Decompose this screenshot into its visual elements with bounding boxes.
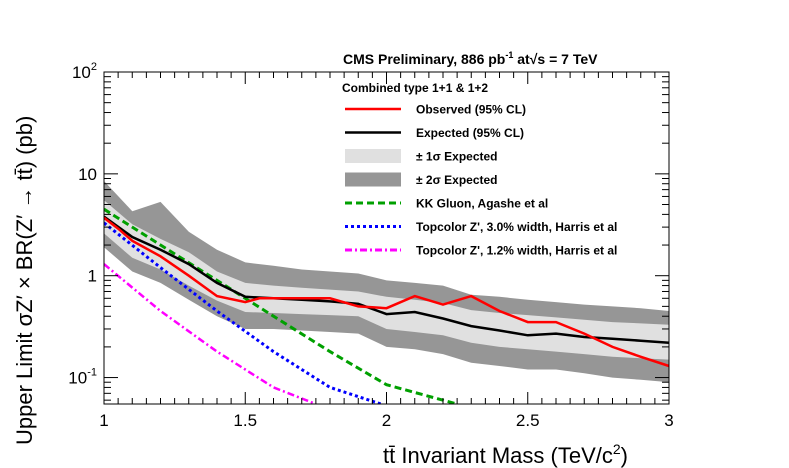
y-tick-labels: 102 10 1 10-1: [68, 61, 97, 388]
expected-line: [104, 215, 669, 344]
x-tick-label: 2: [382, 411, 391, 430]
y-axis-title: Upper Limit σZ′ × BR(Z′ → tt̄) (pb): [12, 116, 37, 445]
x-axis-title: tt̄ Invariant Mass (TeV/c2): [383, 441, 628, 468]
legend-label: Observed (95% CL): [416, 103, 526, 117]
legend-label: ± 1σ Expected: [416, 150, 498, 164]
series-lines: [104, 207, 669, 404]
legend-swatch: [345, 172, 401, 187]
legend-label: Topcolor Z', 1.2% width, Harris et al: [416, 244, 617, 258]
y-tick-label: 102: [72, 61, 97, 82]
legend: Observed (95% CL) Expected (95% CL) ± 1σ E…: [345, 103, 617, 258]
x-tick-labels: 1 1.5 2 2.5 3: [99, 411, 673, 430]
expected-bands: [104, 181, 669, 383]
y-tick-label: 10: [78, 165, 97, 184]
chart-header: CMS Preliminary, 886 pb-1 at√s = 7 TeV: [343, 50, 598, 67]
topcolor-3p0-line: [104, 221, 382, 404]
x-tick-label: 3: [664, 411, 673, 430]
y-tick-label: 10-1: [68, 367, 97, 388]
band-1sigma: [104, 200, 669, 360]
x-tick-label: 1: [99, 411, 108, 430]
legend-label: Topcolor Z', 3.0% width, Harris et al: [416, 220, 617, 234]
legend-label: ± 2σ Expected: [416, 173, 498, 187]
legend-title: Combined type 1+1 & 1+2: [342, 81, 488, 95]
legend-swatch: [345, 149, 401, 163]
x-tick-label: 2.5: [516, 411, 540, 430]
topcolor-1p2-line: [104, 263, 317, 404]
x-tick-label: 1.5: [233, 411, 257, 430]
legend-label: Expected (95% CL): [416, 126, 524, 140]
y-tick-label: 1: [88, 267, 97, 286]
axis-ticks: [103, 71, 670, 404]
observed-line: [104, 216, 669, 368]
legend-label: KK Gluon, Agashe et al: [416, 197, 548, 211]
kk-gluon-line: [104, 207, 458, 404]
